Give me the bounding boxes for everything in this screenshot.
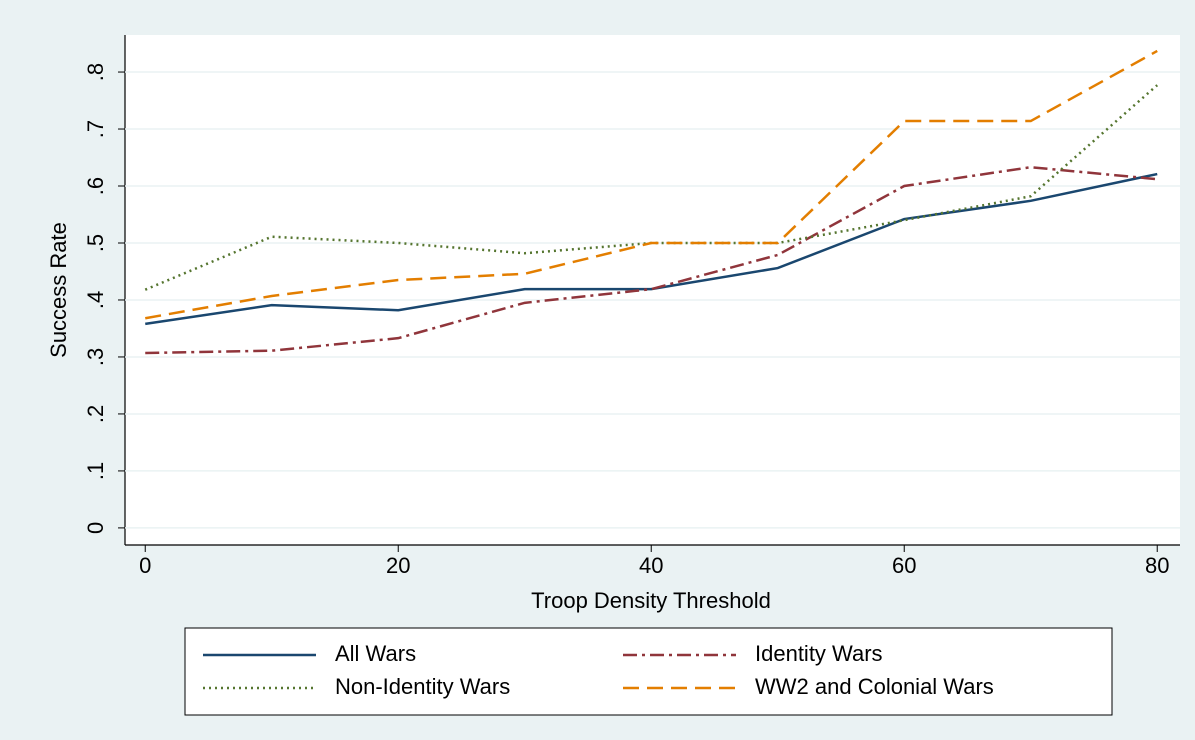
y-tick-label: .1 (83, 462, 108, 480)
y-tick-label: 0 (83, 522, 108, 534)
y-tick-label: .8 (83, 63, 108, 81)
legend-label: Non-Identity Wars (335, 674, 510, 699)
legend-label: WW2 and Colonial Wars (755, 674, 994, 699)
x-tick-label: 40 (639, 553, 663, 578)
legend-label: Identity Wars (755, 641, 883, 666)
series-line (145, 165, 1158, 355)
x-tick-label: 80 (1145, 553, 1169, 578)
series-line (145, 49, 1158, 320)
y-tick-label: .7 (83, 120, 108, 138)
y-axis-label: Success Rate (46, 222, 71, 358)
y-tick-label: .4 (83, 291, 108, 309)
x-tick-label: 20 (386, 553, 410, 578)
y-tick-label: .5 (83, 234, 108, 252)
series-line (145, 172, 1158, 326)
y-tick-label: .6 (83, 177, 108, 195)
x-axis-label: Troop Density Threshold (531, 588, 771, 613)
x-tick-label: 0 (139, 553, 151, 578)
legend-label: All Wars (335, 641, 416, 666)
y-tick-label: .3 (83, 348, 108, 366)
x-tick-label: 60 (892, 553, 916, 578)
y-tick-label: .2 (83, 405, 108, 423)
legend (184, 627, 1113, 716)
